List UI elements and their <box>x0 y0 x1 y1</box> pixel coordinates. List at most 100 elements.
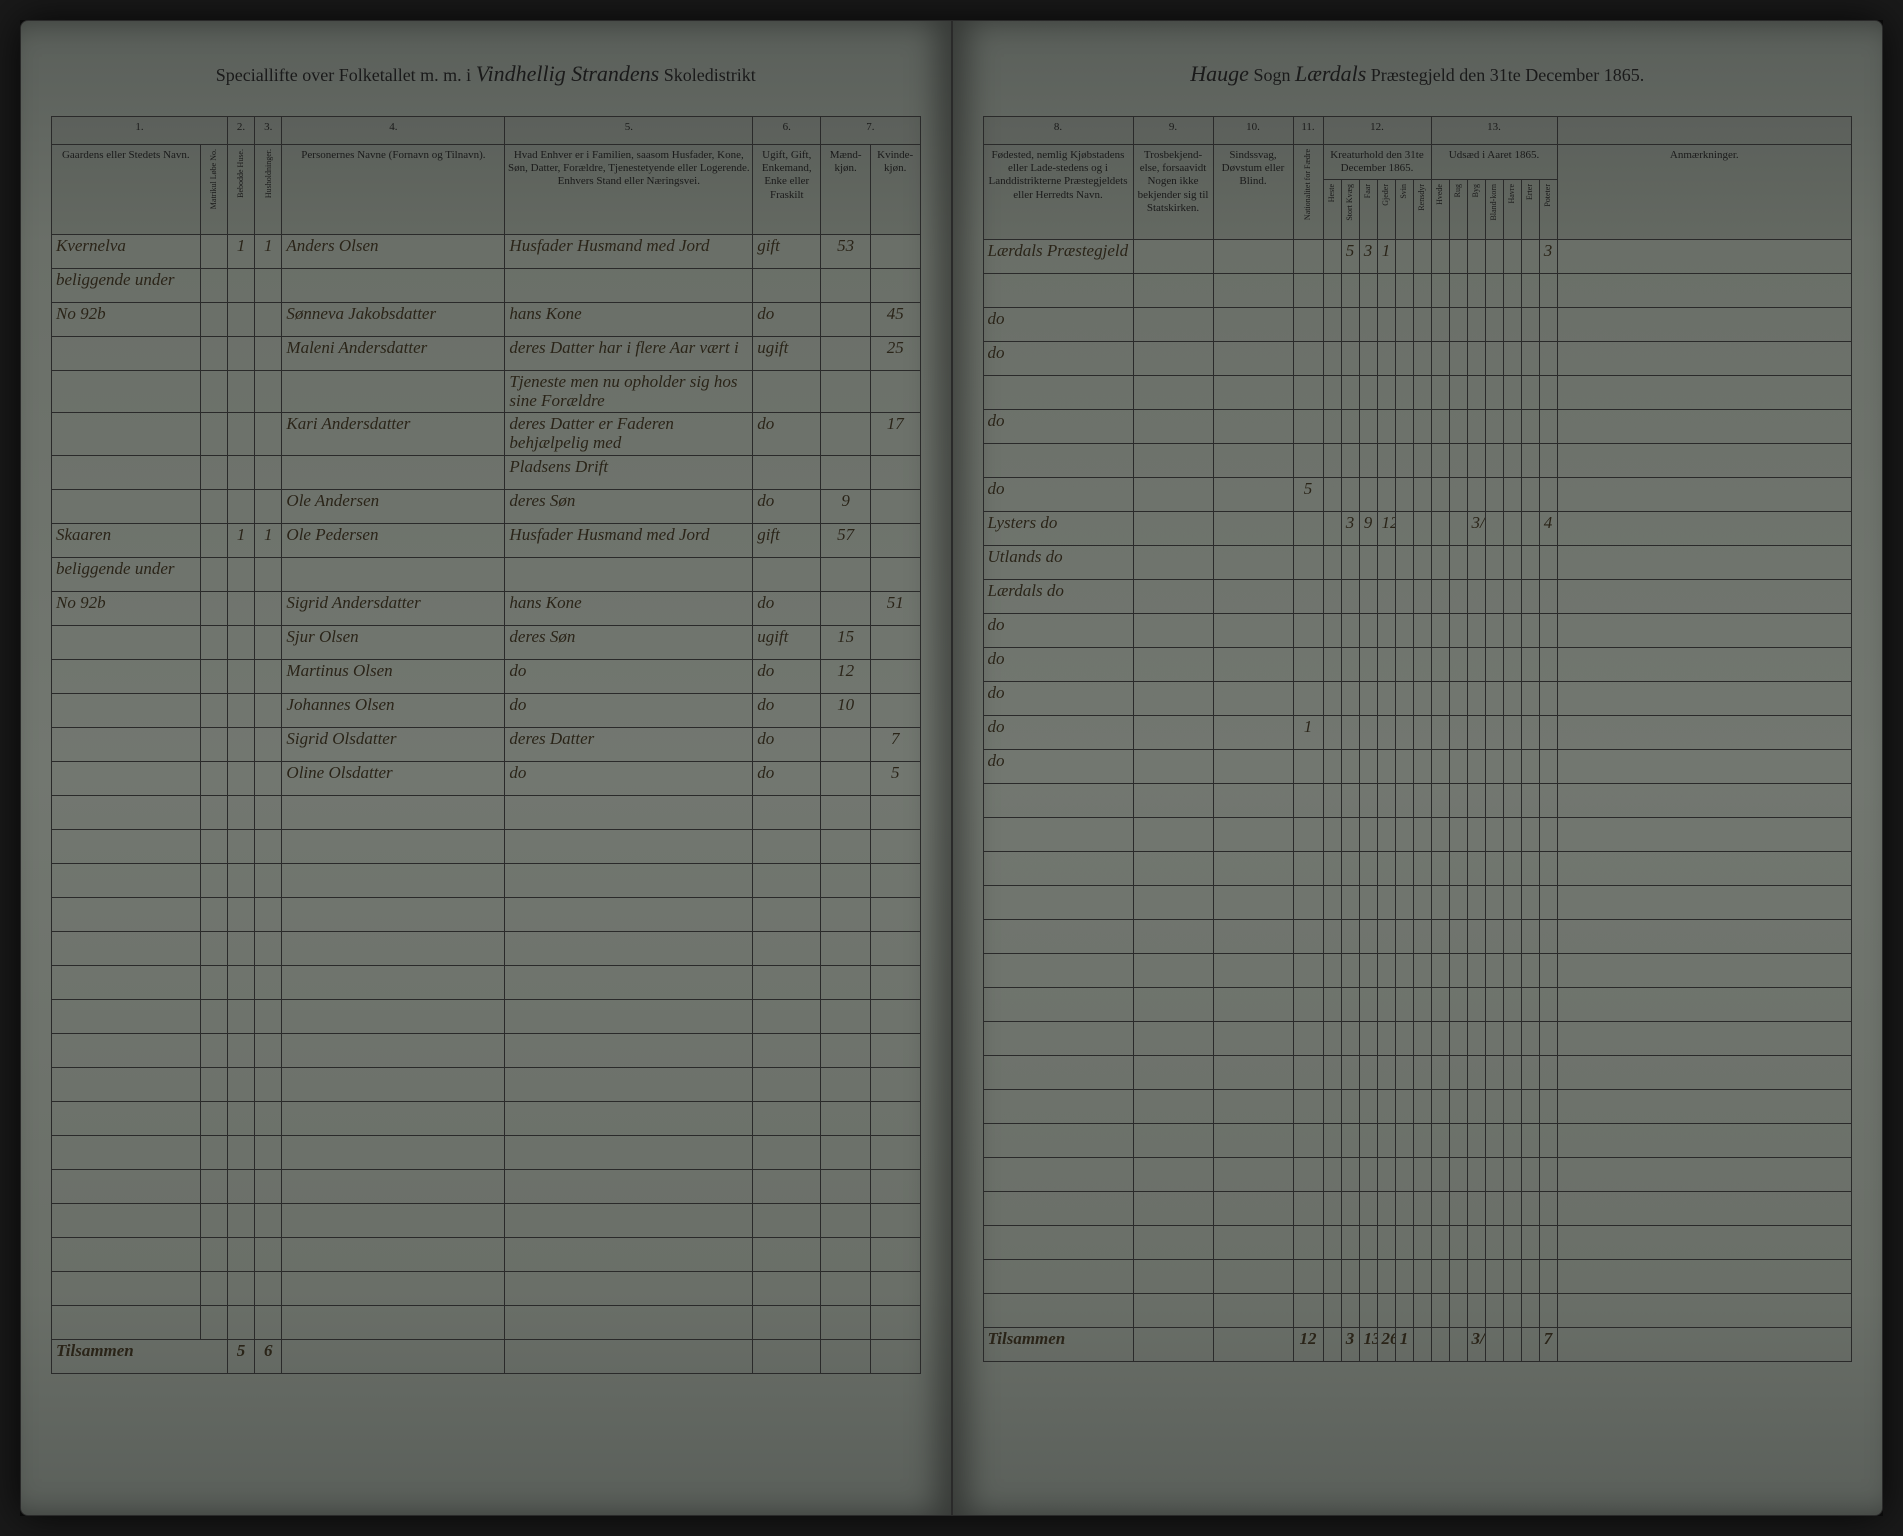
col-11: 11. <box>1293 117 1323 145</box>
cell <box>1341 614 1359 648</box>
cell <box>1467 478 1485 512</box>
cell <box>1449 750 1467 784</box>
cell <box>1557 342 1851 376</box>
cell <box>1449 614 1467 648</box>
cell: 15 <box>821 625 871 659</box>
cell <box>1503 750 1521 784</box>
cell <box>1521 240 1539 274</box>
cell <box>870 235 920 269</box>
cell <box>52 371 201 413</box>
col-7: 7. <box>821 117 920 145</box>
cell <box>1413 376 1431 410</box>
sub-head: Rug <box>1449 180 1467 240</box>
cell <box>255 693 282 727</box>
cell <box>1467 274 1485 308</box>
cell <box>753 557 821 591</box>
cell <box>1539 648 1557 682</box>
cell: do <box>753 693 821 727</box>
cell <box>983 376 1133 410</box>
table-row: do <box>983 342 1852 376</box>
cell <box>1293 648 1323 682</box>
blank-row <box>52 829 921 863</box>
cell <box>1323 308 1341 342</box>
cell <box>255 371 282 413</box>
cell <box>1341 308 1359 342</box>
cell <box>1485 308 1503 342</box>
cell <box>1323 376 1341 410</box>
cell <box>1503 546 1521 580</box>
cell <box>1431 580 1449 614</box>
cell <box>1449 410 1467 444</box>
cell <box>821 269 871 303</box>
cell <box>1133 614 1213 648</box>
cell <box>821 455 871 489</box>
cell <box>1503 512 1521 546</box>
head-birthplace: Fødested, nemlig Kjøbstadens eller Lade-… <box>983 145 1133 240</box>
footer-cell: 12 <box>1293 1328 1323 1362</box>
cell: deres Søn <box>505 489 753 523</box>
header-district: Vindhellig Strandens <box>476 61 660 86</box>
cell <box>1293 682 1323 716</box>
cell: 17 <box>870 413 920 455</box>
cell <box>200 727 227 761</box>
cell: Kari Andersdatter <box>282 413 505 455</box>
cell <box>227 303 254 337</box>
blank-row <box>983 920 1852 954</box>
cell <box>52 489 201 523</box>
table-row <box>983 444 1852 478</box>
cell <box>1293 750 1323 784</box>
cell <box>1323 410 1341 444</box>
blank-row <box>52 1237 921 1271</box>
table-row: Maleni Andersdatterderes Datter har i fl… <box>52 337 921 371</box>
cell <box>1467 444 1485 478</box>
cell <box>1413 342 1431 376</box>
cell <box>1521 308 1539 342</box>
cell <box>1485 614 1503 648</box>
cell <box>505 269 753 303</box>
cell: do <box>983 682 1133 716</box>
cell <box>1413 546 1431 580</box>
blank-row <box>52 1135 921 1169</box>
cell <box>1557 308 1851 342</box>
cell <box>1431 478 1449 512</box>
cell <box>1323 580 1341 614</box>
cell: 1 <box>1293 716 1323 750</box>
cell <box>1323 240 1341 274</box>
cell <box>1213 648 1293 682</box>
cell: Utlands do <box>983 546 1133 580</box>
table-row: Kvernelva11Anders OlsenHusfader Husmand … <box>52 235 921 269</box>
blank-row <box>983 818 1852 852</box>
cell <box>1485 342 1503 376</box>
cell <box>200 489 227 523</box>
cell <box>1341 682 1359 716</box>
cell: ugift <box>753 337 821 371</box>
cell <box>1521 410 1539 444</box>
cell <box>1341 342 1359 376</box>
cell <box>227 413 254 455</box>
cell <box>1359 750 1377 784</box>
cell <box>1449 240 1467 274</box>
col-5: 5. <box>505 117 753 145</box>
cell <box>1503 614 1521 648</box>
cell <box>1395 342 1413 376</box>
header-suffix: Skoledistrikt <box>664 65 756 85</box>
cell: deres Søn <box>505 625 753 659</box>
cell <box>1413 682 1431 716</box>
cell <box>1539 444 1557 478</box>
footer-cell <box>1431 1328 1449 1362</box>
cell <box>1467 342 1485 376</box>
cell <box>1467 682 1485 716</box>
cell <box>1413 614 1431 648</box>
col-6: 6. <box>753 117 821 145</box>
cell: 53 <box>821 235 871 269</box>
cell <box>227 489 254 523</box>
cell <box>1521 546 1539 580</box>
cell: do <box>983 614 1133 648</box>
cell <box>1431 716 1449 750</box>
table-row: Lærdals Præstegjeld5313 <box>983 240 1852 274</box>
cell: 1 <box>255 523 282 557</box>
cell <box>200 269 227 303</box>
cell <box>1485 648 1503 682</box>
head-civil: Ugift, Gift, Enkemand, Enke eller Fraski… <box>753 145 821 235</box>
col-8: 8. <box>983 117 1133 145</box>
